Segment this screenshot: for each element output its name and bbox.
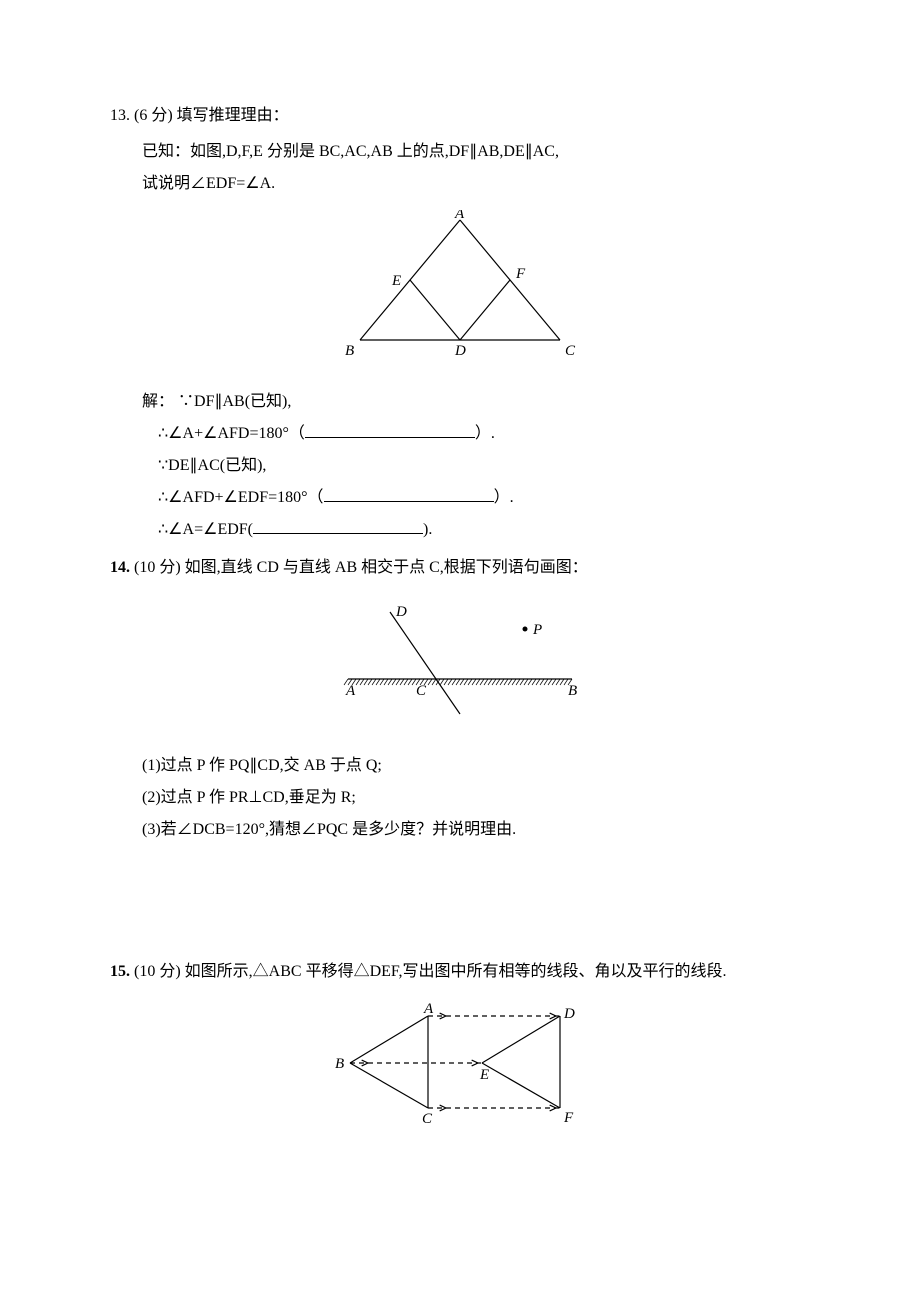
svg-text:C: C (422, 1111, 433, 1127)
svg-text:E: E (479, 1067, 489, 1083)
q13-line5b: ). (423, 521, 432, 538)
svg-text:F: F (515, 266, 526, 282)
svg-text:D: D (563, 1006, 575, 1022)
q13-title: 13. (6 分) 填写推理理由： (110, 100, 810, 132)
svg-text:D: D (454, 343, 466, 359)
q13-sol-1: 解： ∵DF∥AB(已知), (110, 386, 810, 418)
q14-title: 14. (10 分) 如图,直线 CD 与直线 AB 相交于点 C,根据下列语句… (110, 552, 810, 584)
q15-points: (10 分) (134, 963, 181, 980)
svg-text:B: B (345, 343, 354, 359)
q13-svg: A B C D E F (330, 210, 590, 360)
q14-figure: A B C D P (110, 594, 810, 736)
q13-given: 已知：如图,D,F,E 分别是 BC,AC,AB 上的点,DF∥AB,DE∥AC… (110, 136, 810, 168)
q14-svg: A B C D P (320, 594, 600, 724)
q15-title-rest: 如图所示,△ABC 平移得△DEF,写出图中所有相等的线段、角以及平行的线段. (185, 963, 727, 980)
q13-blank2[interactable] (324, 485, 494, 502)
svg-text:D: D (395, 604, 407, 620)
svg-text:A: A (454, 210, 465, 222)
svg-text:A: A (345, 683, 356, 699)
q13-sol-2: ∴∠A+∠AFD=180°（ ）. (110, 418, 810, 450)
q14-title-rest: 如图,直线 CD 与直线 AB 相交于点 C,根据下列语句画图： (185, 559, 588, 576)
q14-number: 14. (110, 559, 130, 576)
q13-points: (6 分) (134, 107, 173, 124)
q15-figure: A B C D E F (110, 998, 810, 1140)
q14-s2: (2)过点 P 作 PR⊥CD,垂足为 R; (110, 782, 810, 814)
q14-s1: (1)过点 P 作 PQ∥CD,交 AB 于点 Q; (110, 750, 810, 782)
svg-text:P: P (532, 622, 542, 638)
q13-line5a: ∴∠A=∠EDF( (158, 521, 253, 538)
svg-text:C: C (565, 343, 576, 359)
q13-line1: ∵DF∥AB(已知), (178, 393, 291, 410)
q13-blank1[interactable] (305, 421, 475, 438)
q15: 15. (10 分) 如图所示,△ABC 平移得△DEF,写出图中所有相等的线段… (110, 956, 810, 1140)
q14-s3: (3)若∠DCB=120°,猜想∠PQC 是多少度？并说明理由. (110, 814, 810, 846)
svg-text:A: A (423, 1001, 434, 1017)
q13-sol-4: ∴∠AFD+∠EDF=180°（ ）. (110, 482, 810, 514)
q14-points: (10 分) (134, 559, 181, 576)
svg-text:B: B (335, 1056, 344, 1072)
q13-line2b: ）. (475, 425, 495, 442)
q13-line4a: ∴∠AFD+∠EDF=180°（ (158, 489, 324, 506)
q13-line4b: ）. (494, 489, 514, 506)
q13: 13. (6 分) 填写推理理由： 已知：如图,D,F,E 分别是 BC,AC,… (110, 100, 810, 546)
q13-sol-5: ∴∠A=∠EDF(). (110, 514, 810, 546)
q15-svg: A B C D E F (310, 998, 610, 1128)
spacer (110, 846, 810, 956)
q13-sol-lead: 解： (142, 393, 174, 410)
q13-sol-3: ∵DE∥AC(已知), (110, 450, 810, 482)
q13-title-rest: 填写推理理由： (177, 107, 289, 124)
q13-figure: A B C D E F (110, 210, 810, 372)
svg-text:C: C (416, 683, 427, 699)
svg-text:E: E (391, 273, 401, 289)
q13-number: 13. (110, 107, 130, 124)
q13-task: 试说明∠EDF=∠A. (110, 168, 810, 200)
q14: 14. (10 分) 如图,直线 CD 与直线 AB 相交于点 C,根据下列语句… (110, 552, 810, 846)
page: 13. (6 分) 填写推理理由： 已知：如图,D,F,E 分别是 BC,AC,… (0, 0, 920, 1302)
q15-title: 15. (10 分) 如图所示,△ABC 平移得△DEF,写出图中所有相等的线段… (110, 956, 810, 988)
svg-text:B: B (568, 683, 577, 699)
q15-number: 15. (110, 963, 130, 980)
q13-blank3[interactable] (253, 517, 423, 534)
svg-text:F: F (563, 1110, 574, 1126)
q13-line2a: ∴∠A+∠AFD=180°（ (158, 425, 305, 442)
